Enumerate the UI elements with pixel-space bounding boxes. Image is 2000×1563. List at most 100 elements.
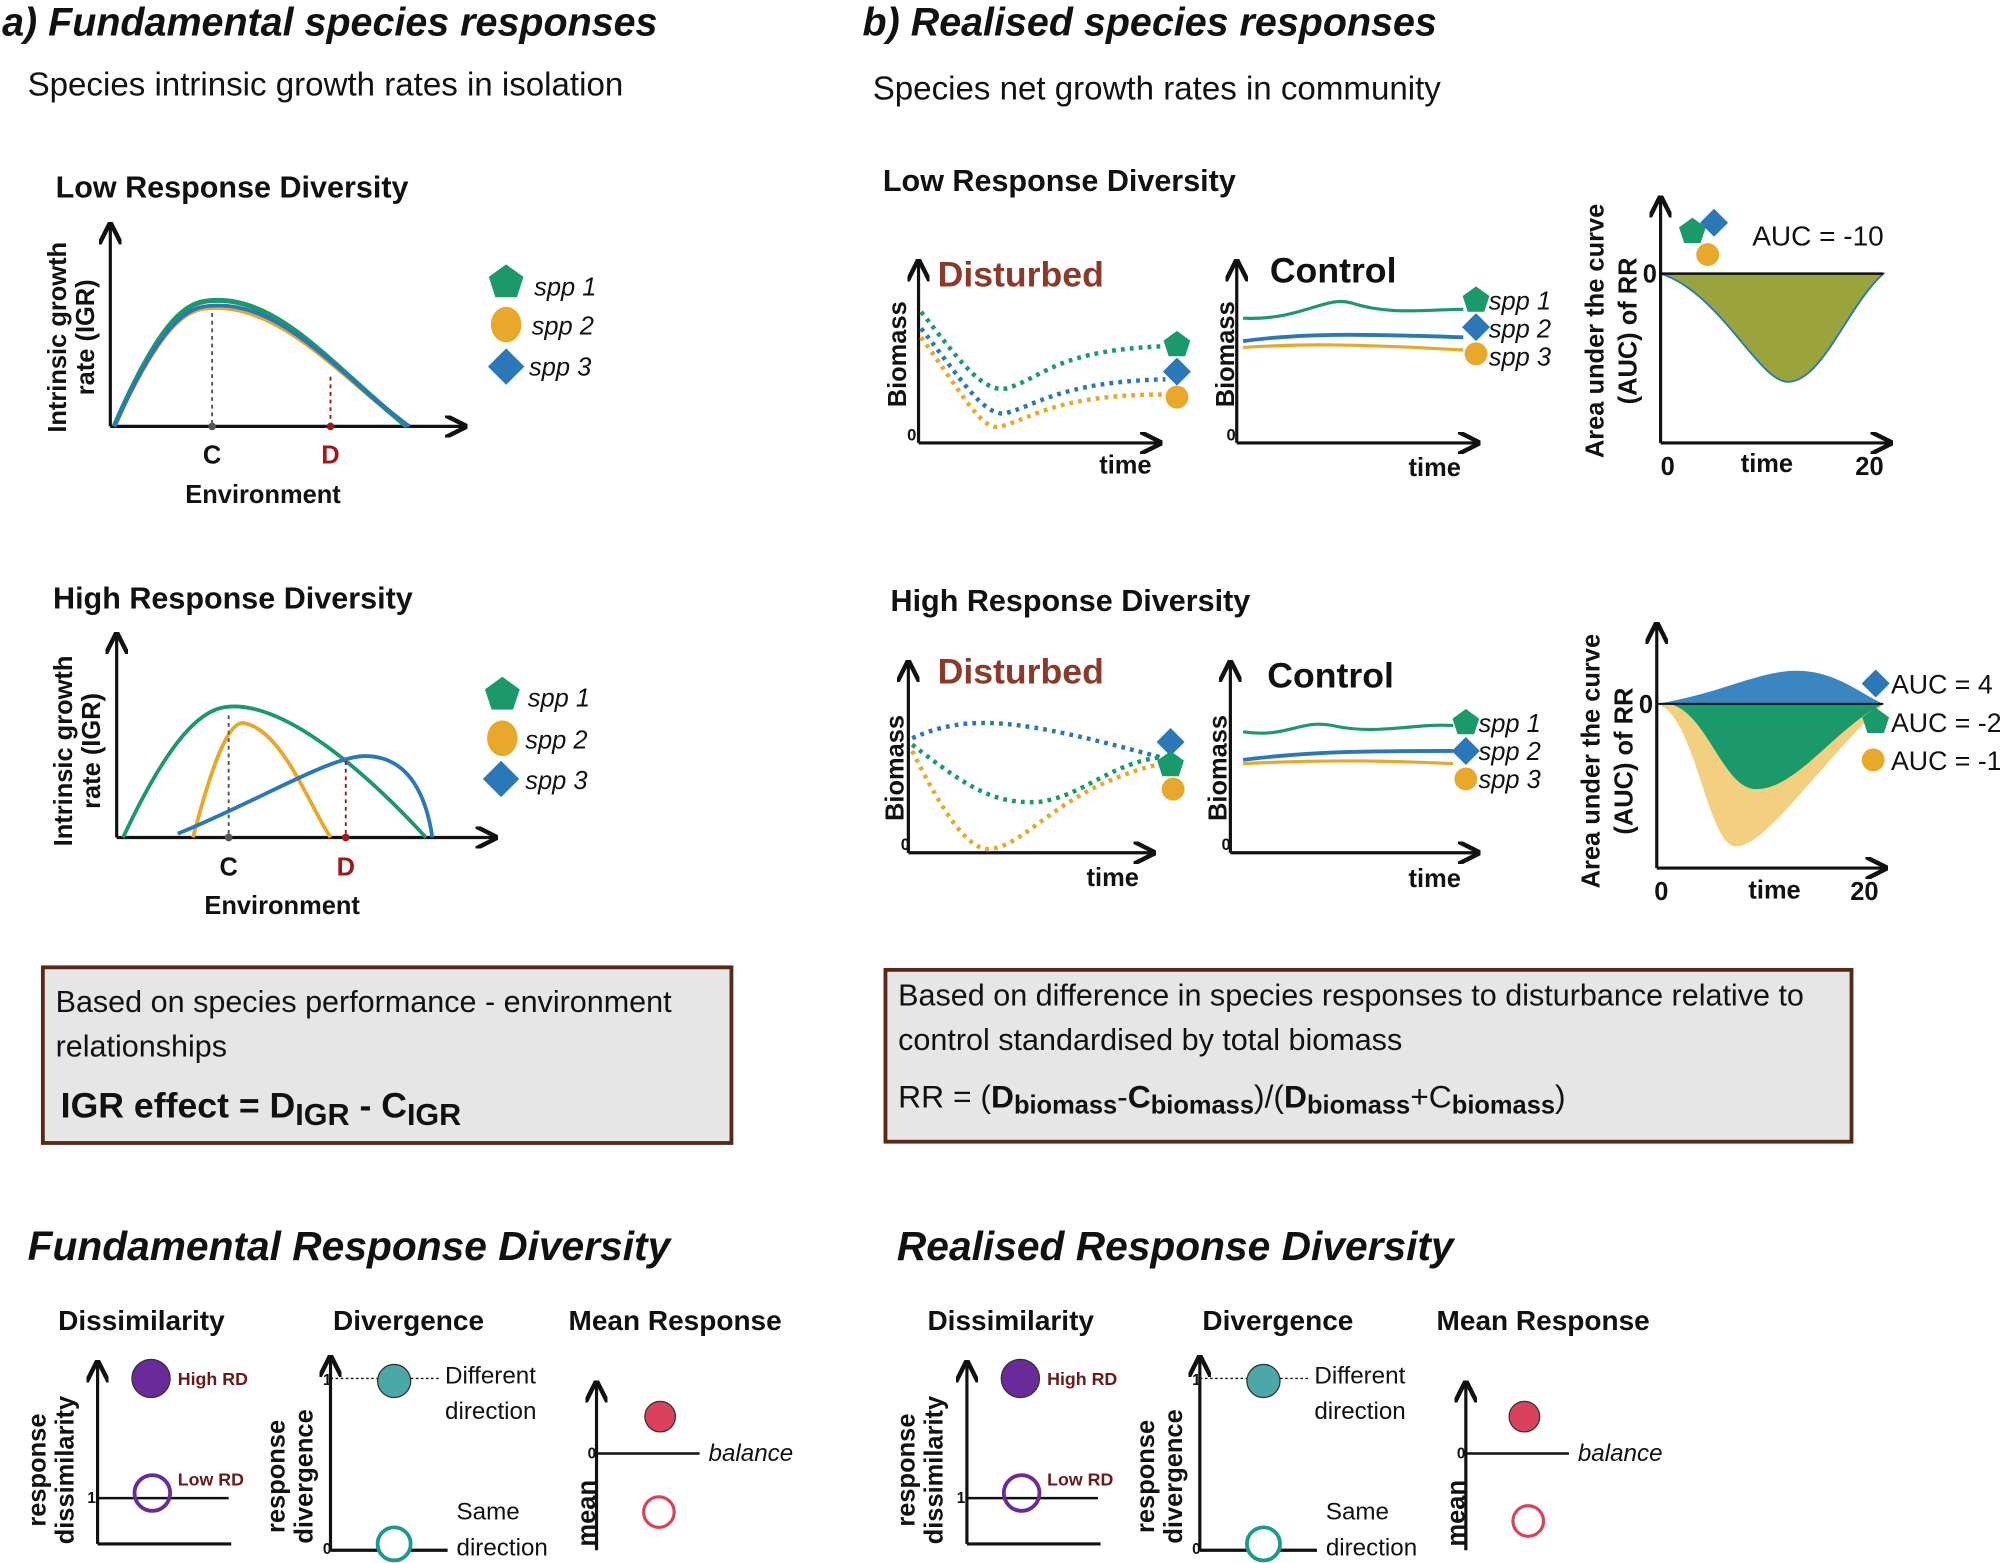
same-direction-circle-icon xyxy=(1245,1525,1282,1563)
panel-a-low-plot: Low Response Diversity C D Environment I… xyxy=(44,170,597,508)
one-tick: 1 xyxy=(87,1490,96,1507)
zero-tick: 0 xyxy=(588,1446,597,1463)
zero-tick: 0 xyxy=(1457,1446,1466,1463)
x-tick-0: 0 xyxy=(1661,453,1675,481)
b-low-control-plot: Control Biomass 0 time spp 1 spp 2 spp 3 xyxy=(1212,251,1551,482)
panel-b-title: b) Realised species responses xyxy=(863,1,1437,45)
circle-marker-icon xyxy=(1161,777,1185,801)
spp3-curve xyxy=(177,754,435,838)
divergence-title: Divergence xyxy=(333,1305,484,1336)
diamond-marker-icon xyxy=(487,348,525,385)
pentagon-marker-icon xyxy=(484,676,520,710)
d-label: D xyxy=(321,441,339,469)
section-title: Fundamental Response Diversity xyxy=(28,1223,673,1269)
direction-label: direction xyxy=(457,1534,548,1561)
y-label-2: divergence xyxy=(291,1409,319,1543)
same-label: Same xyxy=(1326,1499,1389,1526)
auc-value: AUC = -10 xyxy=(1752,221,1884,252)
direction-label: direction xyxy=(1314,1398,1405,1425)
circle-marker-icon xyxy=(1464,342,1488,366)
y-label-1: response xyxy=(893,1414,921,1527)
fundamental-rd-section: Fundamental Response Diversity Dissimila… xyxy=(23,1223,793,1563)
high-rd-label: High RD xyxy=(178,1369,248,1389)
box-line-2: control standardised by total biomass xyxy=(898,1023,1402,1057)
realised-rd-section: Realised Response Diversity Dissimilarit… xyxy=(893,1223,1663,1563)
rr-formula: RR = (Dbiomass-Cbiomass)/(Dbiomass+Cbiom… xyxy=(898,1078,1565,1119)
y-label-1: Intrinsic growth xyxy=(44,242,72,433)
panel-a-method-box: Based on species performance - environme… xyxy=(40,965,734,1145)
spp3-curve xyxy=(112,303,411,428)
box-line-1: Based on species performance - environme… xyxy=(56,985,673,1019)
legend-spp1: spp 1 xyxy=(1489,287,1551,315)
x-tick-20: 20 xyxy=(1855,453,1883,481)
disturbed-label: Disturbed xyxy=(938,651,1104,691)
c-label: C xyxy=(219,854,237,882)
pentagon-marker-icon xyxy=(488,264,524,298)
legend-spp3: spp 3 xyxy=(1479,766,1541,794)
low-rd-title: Low Response Diversity xyxy=(56,170,409,204)
zero-label: 0 xyxy=(1643,261,1657,289)
mean-response-title: Mean Response xyxy=(1437,1305,1650,1336)
disturbed-label: Disturbed xyxy=(938,254,1104,294)
b-high-rd-title: High Response Diversity xyxy=(891,584,1251,618)
one-tick: 1 xyxy=(957,1490,966,1507)
legend-spp2: spp 2 xyxy=(1479,738,1541,766)
time-label: time xyxy=(1099,451,1151,479)
diamond-marker-icon xyxy=(1162,357,1191,386)
low-rd-label: Low RD xyxy=(1047,1469,1113,1489)
biomass-label: Biomass xyxy=(881,715,909,821)
auc-value-spp1: AUC = -20 xyxy=(1891,708,2000,738)
biomass-label: Biomass xyxy=(1205,715,1233,821)
same-direction-circle-icon xyxy=(375,1525,413,1563)
zero-label: 0 xyxy=(901,835,910,854)
b-high-disturbed-plot: Disturbed Biomass 0 time xyxy=(881,651,1185,892)
panel-a-high-plot: High Response Diversity C D Environment … xyxy=(50,581,590,919)
zero-label: 0 xyxy=(1221,835,1230,854)
one-tick: 1 xyxy=(323,1372,332,1389)
b-low-disturbed-plot: Disturbed Biomass 0 time xyxy=(884,254,1191,479)
auc-y-label-1: Area under the curve xyxy=(1577,634,1605,888)
same-label: Same xyxy=(457,1499,520,1526)
diamond-marker-icon xyxy=(1462,313,1491,342)
legend-spp1: spp 1 xyxy=(528,684,590,712)
x-tick-20: 20 xyxy=(1850,878,1878,906)
pentagon-marker-icon xyxy=(1452,708,1480,735)
time-label: time xyxy=(1087,864,1139,892)
mean-y-label: mean xyxy=(573,1480,601,1546)
time-label: time xyxy=(1741,450,1793,478)
one-tick: 1 xyxy=(1192,1372,1201,1389)
mean-response-title: Mean Response xyxy=(569,1305,782,1336)
x-label: Environment xyxy=(185,481,341,509)
auc-value-spp2: AUC = -10 xyxy=(1891,746,2000,776)
spp3-auc-area xyxy=(1656,670,1884,704)
y-label-2: rate (IGR) xyxy=(72,279,100,395)
direction-label: direction xyxy=(445,1398,536,1425)
circle-marker-icon xyxy=(1454,767,1478,791)
spp1-auc-area xyxy=(1669,703,1884,790)
zero-tick: 0 xyxy=(323,1541,332,1558)
panel-b-method-box: Based on difference in species responses… xyxy=(883,967,1854,1144)
legend-spp1: spp 1 xyxy=(534,273,596,301)
divergence-title: Divergence xyxy=(1202,1305,1353,1336)
high-rd-label: High RD xyxy=(1047,1369,1117,1389)
pentagon-marker-icon xyxy=(1157,750,1184,777)
legend-spp2: spp 2 xyxy=(532,313,594,341)
zero-label: 0 xyxy=(1639,691,1653,719)
auc-y-label-2: (AUC) of RR xyxy=(1614,257,1642,404)
b-high-auc-plot: 0 Area under the curve (AUC) of RR AUC = … xyxy=(1577,626,2000,906)
time-label: time xyxy=(1748,877,1800,905)
igr-formula: IGR effect = DIGR - CIGR xyxy=(61,1086,462,1133)
legend-spp2: spp 2 xyxy=(525,726,587,754)
spp1-curve xyxy=(121,704,428,839)
mean-open-circle-icon xyxy=(642,1495,676,1529)
auc-value-spp3: AUC = 4 xyxy=(1891,670,1993,700)
control-label: Control xyxy=(1270,251,1397,291)
biomass-label: Biomass xyxy=(1212,301,1240,407)
different-direction-circle-icon xyxy=(1246,1363,1281,1399)
y-label-2: dissimilarity xyxy=(921,1395,949,1544)
zero-tick: 0 xyxy=(1192,1541,1201,1558)
auc-y-label-2: (AUC) of RR xyxy=(1611,688,1639,835)
mean-filled-circle-icon xyxy=(1508,1400,1541,1433)
circle-marker-icon xyxy=(487,720,518,757)
